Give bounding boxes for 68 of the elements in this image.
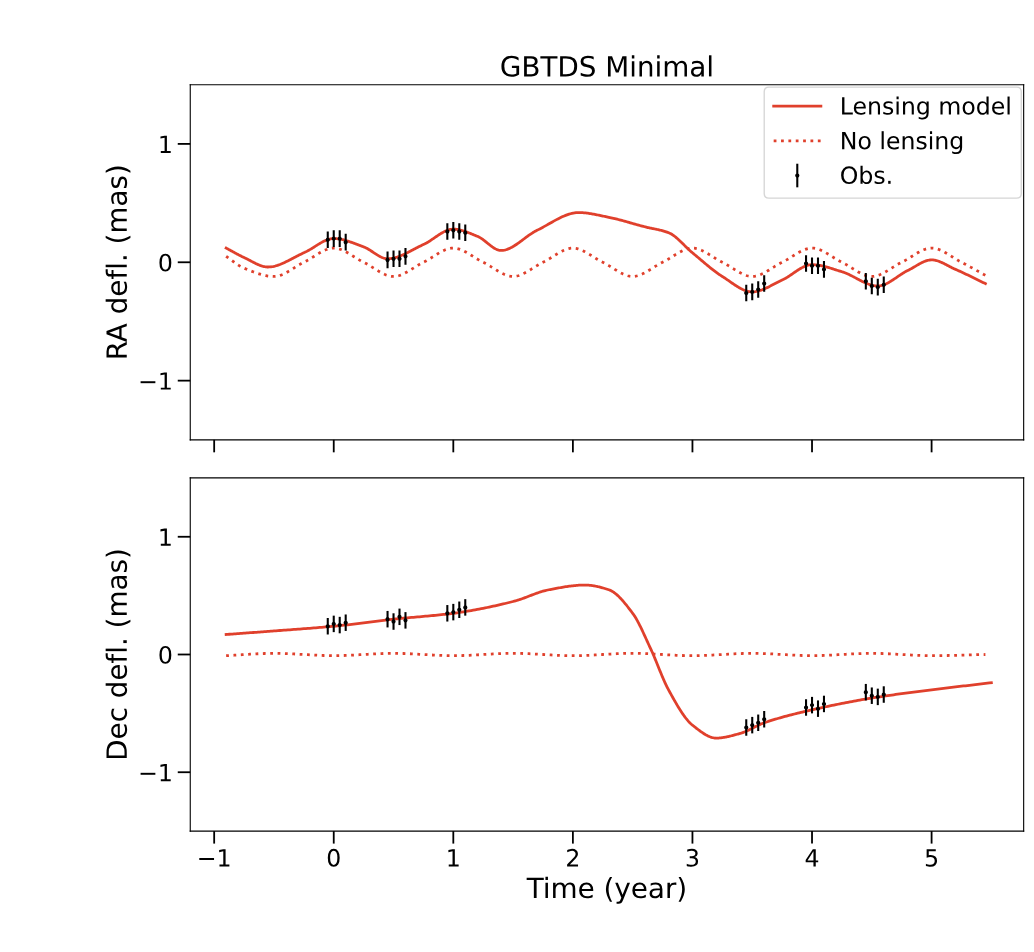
chart-title: GBTDS Minimal xyxy=(501,55,712,77)
point xyxy=(325,624,330,629)
point xyxy=(756,287,761,292)
y-axis-title: RA defl. (mas) xyxy=(105,166,131,358)
point xyxy=(821,701,827,707)
point xyxy=(391,256,396,261)
point xyxy=(445,229,450,234)
legend-label: Lensing model xyxy=(842,96,1010,120)
point xyxy=(445,611,450,616)
point xyxy=(331,236,336,241)
point xyxy=(744,290,749,296)
point xyxy=(744,725,749,730)
y-tick-label: 1 xyxy=(160,528,171,546)
point xyxy=(337,622,342,628)
x-tick-label: 0 xyxy=(327,848,340,867)
point xyxy=(869,283,874,289)
point xyxy=(457,607,462,612)
point xyxy=(385,617,390,622)
point xyxy=(762,281,767,286)
point xyxy=(337,236,342,241)
x-tick-label: 1 xyxy=(448,849,459,867)
y-tick-label: 0 xyxy=(159,253,172,272)
point xyxy=(815,263,821,268)
point xyxy=(875,285,880,290)
x-tick-label: 2 xyxy=(567,848,579,867)
y-axis-title: Dec defl. (mas) xyxy=(105,550,131,759)
point xyxy=(881,282,886,287)
point xyxy=(809,263,815,268)
point xyxy=(403,618,408,623)
y-tick-label: −1 xyxy=(140,372,171,390)
point xyxy=(397,256,402,261)
point xyxy=(331,621,336,626)
point xyxy=(457,229,462,234)
point xyxy=(343,620,348,625)
point xyxy=(875,694,880,699)
point xyxy=(815,706,821,711)
point xyxy=(762,717,767,722)
point xyxy=(451,610,456,615)
point xyxy=(397,614,402,619)
point xyxy=(809,703,815,708)
point xyxy=(343,240,348,245)
legend-label: No lensing xyxy=(842,131,963,155)
x-tick-label: 3 xyxy=(686,848,699,867)
point xyxy=(325,237,330,242)
point xyxy=(750,289,755,294)
point xyxy=(821,267,827,272)
point xyxy=(391,619,396,624)
y-tick-label: 0 xyxy=(159,645,172,664)
point xyxy=(803,705,809,710)
x-tick-label: −1 xyxy=(199,849,230,867)
x-tick-label: 5 xyxy=(925,849,938,867)
y-tick-label: −1 xyxy=(140,763,171,782)
point xyxy=(403,254,408,259)
point xyxy=(863,690,868,695)
x-tick-label: 4 xyxy=(805,849,819,867)
point xyxy=(881,692,886,697)
point xyxy=(863,279,868,284)
point xyxy=(463,605,468,610)
point xyxy=(385,257,390,262)
point xyxy=(750,723,755,728)
y-tick-label: 1 xyxy=(160,135,171,153)
x-axis-title: Time (year) xyxy=(526,876,685,904)
point xyxy=(803,261,809,266)
legend-label: Obs. xyxy=(841,165,891,185)
point xyxy=(451,228,456,233)
point xyxy=(756,720,761,725)
point xyxy=(869,693,874,698)
point xyxy=(463,230,468,235)
